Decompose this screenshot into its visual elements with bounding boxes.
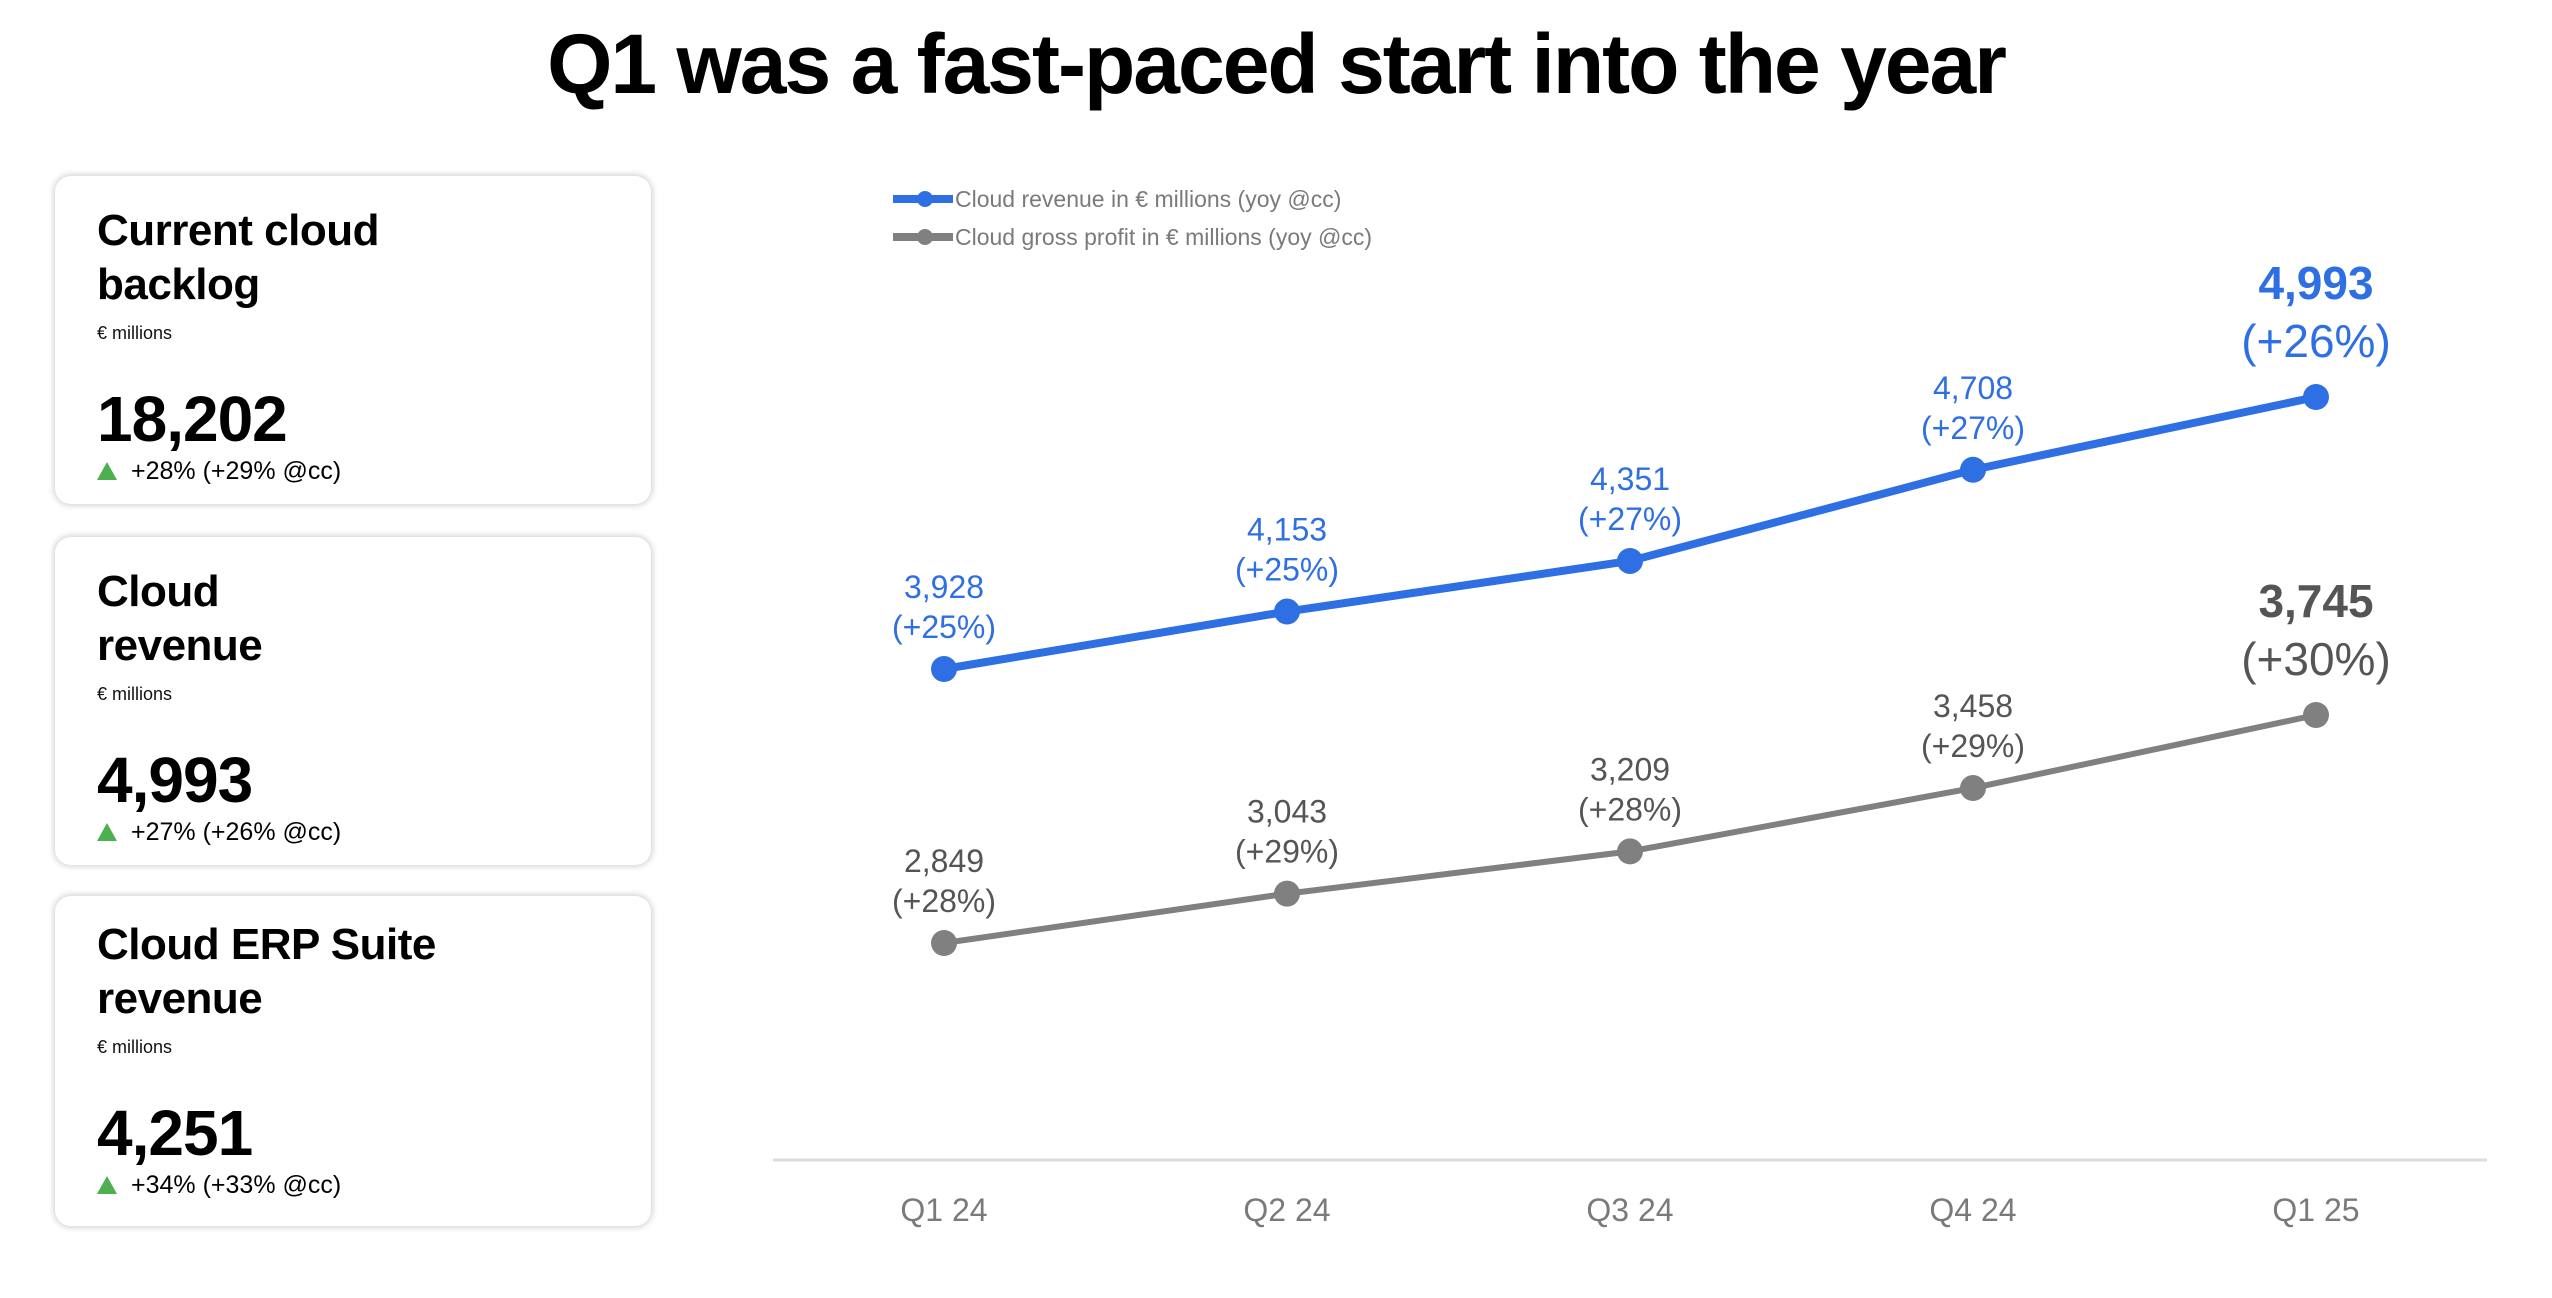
data-point — [1617, 838, 1643, 865]
data-point — [1274, 598, 1300, 625]
data-point — [2303, 702, 2329, 728]
card-value: 4,251 — [97, 1097, 253, 1169]
legend-label: Cloud revenue in € millions (yoy @cc) — [955, 185, 1342, 212]
change-text: +34% (+33% @cc) — [131, 1171, 342, 1199]
data-yoy-label: (+27%) — [1578, 501, 1682, 537]
legend-line-blue-icon — [893, 191, 953, 207]
data-yoy-label: (+28%) — [1578, 791, 1682, 827]
data-point — [931, 930, 957, 956]
data-point — [2303, 384, 2329, 410]
kpi-card-cloud-erp-suite-revenue: Cloud ERP Suite revenue € millions 4,251… — [55, 896, 651, 1226]
data-value-label: 4,351 — [1590, 461, 1670, 497]
data-point — [1960, 456, 1986, 483]
data-value-label: 4,708 — [1933, 370, 2013, 406]
kpi-card-cloud-revenue: Cloud revenue € millions 4,993 +27% (+26… — [55, 537, 651, 865]
data-value-label: 4,993 — [2258, 257, 2373, 309]
change-text: +28% (+29% @cc) — [131, 457, 342, 485]
card-title: Cloud revenue — [97, 567, 263, 670]
data-yoy-label: (+29%) — [1921, 728, 2025, 764]
card-title: Cloud ERP Suite revenue — [97, 920, 436, 1023]
card-unit: € millions — [97, 684, 173, 704]
card-value: 4,993 — [97, 744, 253, 816]
data-point — [1617, 547, 1643, 574]
card-change: +27% (+26% @cc) — [97, 817, 651, 847]
data-value-label: 3,928 — [904, 569, 984, 605]
data-point — [1960, 775, 1986, 802]
data-value-label: 3,209 — [1590, 751, 1670, 787]
change-text: +27% (+26% @cc) — [131, 818, 342, 846]
triangle-up-icon — [97, 1176, 117, 1194]
card-unit: € millions — [97, 323, 173, 343]
data-yoy-label: (+30%) — [2241, 633, 2391, 685]
triangle-up-icon — [97, 823, 117, 841]
data-value-label: 2,849 — [904, 843, 984, 879]
x-axis-label: Q2 24 — [1243, 1192, 1330, 1228]
data-point — [1274, 880, 1300, 907]
data-yoy-label: (+25%) — [1235, 552, 1339, 588]
data-value-label: 3,458 — [1933, 688, 2013, 724]
x-axis-labels: Q1 24 Q2 24 Q3 24 Q4 24 Q1 25 — [900, 1192, 2359, 1228]
series-cloud-revenue: 3,928 (+25%) 4,153 (+25%) 4,351 (+27%) 4,708 (+… — [892, 257, 2391, 682]
x-axis-label: Q1 25 — [2272, 1192, 2359, 1228]
series-line — [943, 712, 2317, 946]
data-value-label: 3,043 — [1247, 794, 1327, 830]
legend-item-cloud-revenue: Cloud revenue in € millions (yoy @cc) — [893, 180, 1372, 218]
card-title: Current cloud backlog — [97, 206, 379, 309]
data-value-label: 3,745 — [2258, 575, 2373, 627]
chart-legend: Cloud revenue in € millions (yoy @cc) Cl… — [893, 180, 1372, 256]
x-axis-label: Q3 24 — [1586, 1192, 1673, 1228]
x-axis-label: Q4 24 — [1929, 1192, 2016, 1228]
legend-line-gray-icon — [893, 229, 953, 245]
data-yoy-label: (+27%) — [1921, 410, 2025, 446]
card-unit: € millions — [97, 1037, 173, 1057]
legend-label: Cloud gross profit in € millions (yoy @c… — [955, 223, 1373, 250]
kpi-card-current-cloud-backlog: Current cloud backlog € millions 18,202 … — [55, 176, 651, 504]
data-yoy-label: (+29%) — [1235, 834, 1339, 870]
data-yoy-label: (+26%) — [2241, 315, 2391, 367]
triangle-up-icon — [97, 462, 117, 480]
legend-item-cloud-gross-profit: Cloud gross profit in € millions (yoy @c… — [893, 218, 1372, 256]
series-cloud-gross-profit: 2,849 (+28%) 3,043 (+29%) 3,209 (+28%) 3,458 (+… — [892, 575, 2391, 956]
data-yoy-label: (+25%) — [892, 609, 996, 645]
page-title: Q1 was a fast-paced start into the year — [547, 17, 2007, 111]
card-change: +28% (+29% @cc) — [97, 456, 651, 486]
card-value: 18,202 — [97, 383, 288, 455]
data-point — [931, 656, 957, 682]
x-axis-label: Q1 24 — [900, 1192, 987, 1228]
data-yoy-label: (+28%) — [892, 883, 996, 919]
card-change: +34% (+33% @cc) — [97, 1170, 651, 1200]
data-value-label: 4,153 — [1247, 512, 1327, 548]
